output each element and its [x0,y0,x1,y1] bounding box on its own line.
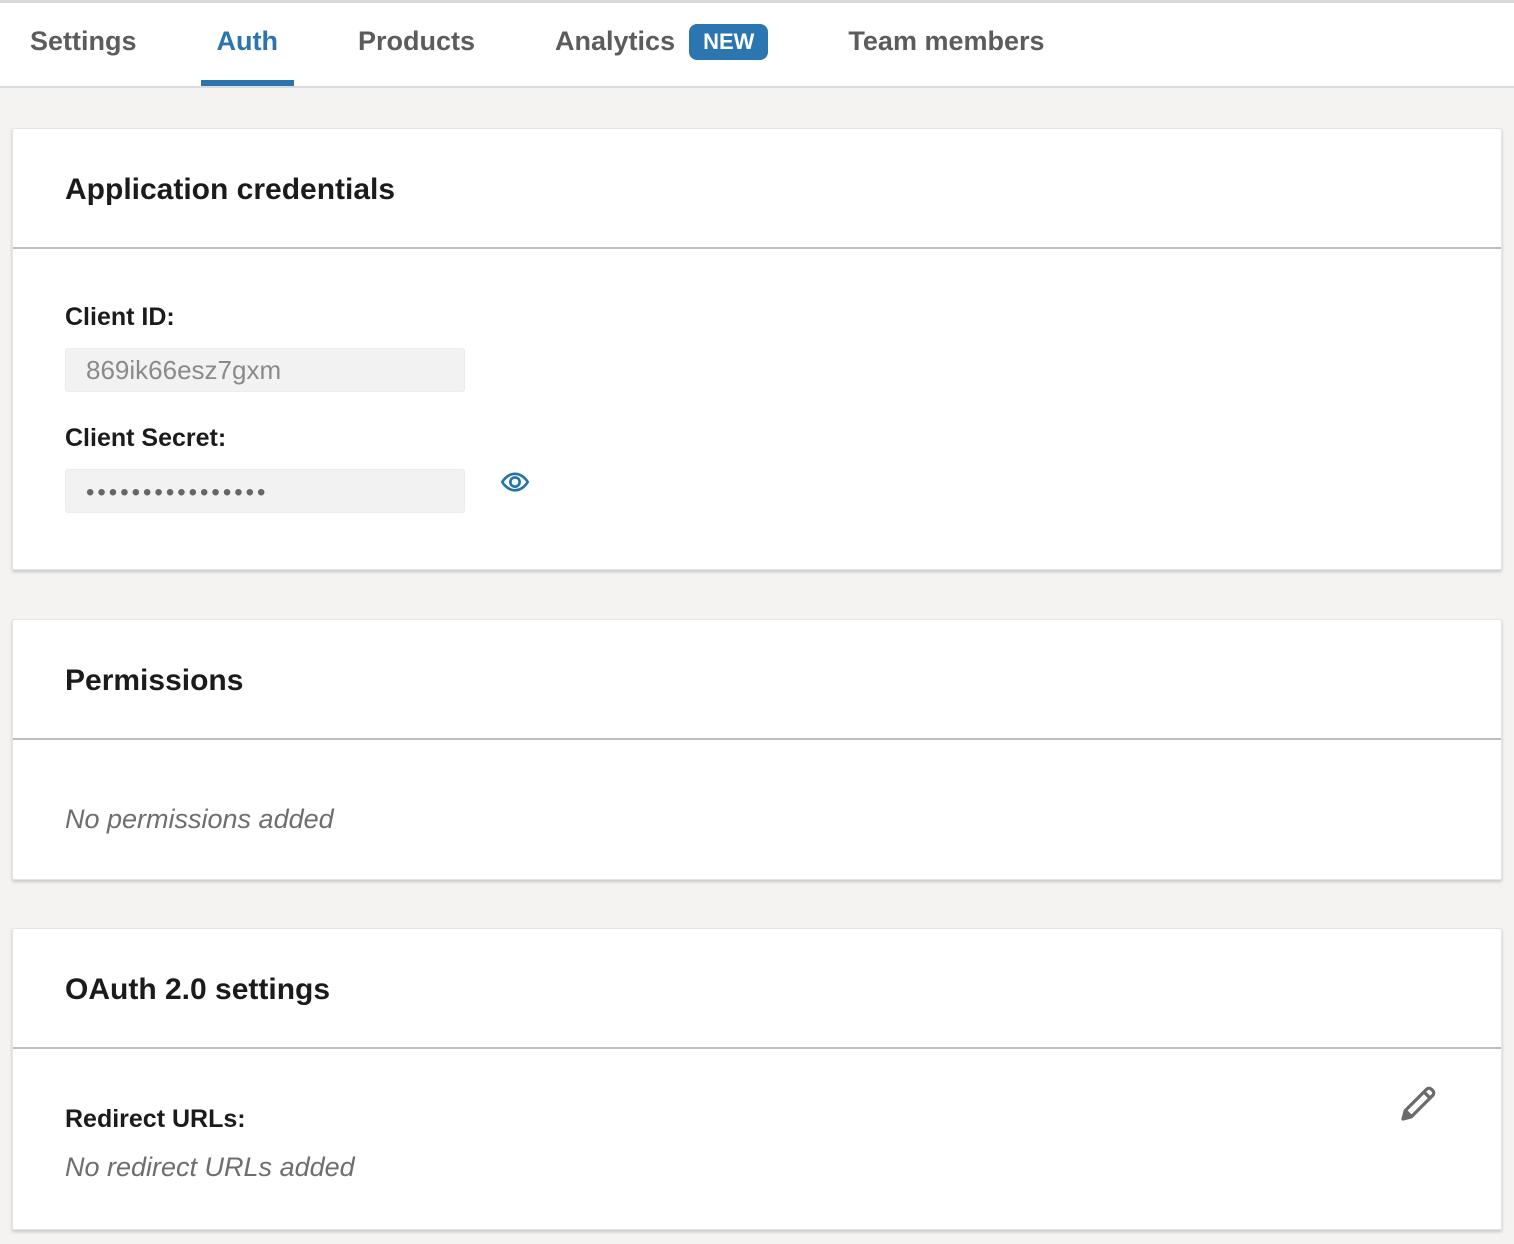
permissions-card: Permissions No permissions added [12,619,1502,880]
permissions-body: No permissions added [13,740,1501,879]
application-credentials-body: Client ID: 869ik66esz7gxm Client Secret:… [13,249,1501,569]
tab-team-members[interactable]: Team members [832,3,1060,86]
client-secret-masked-value: •••••••••••••••• [86,479,269,506]
tab-bar: Settings Auth Products Analytics NEW Tea… [0,0,1514,88]
tab-settings[interactable]: Settings [14,3,153,86]
tab-settings-label: Settings [30,26,137,56]
eye-icon [497,467,533,500]
oauth-settings-title: OAuth 2.0 settings [65,973,331,1006]
oauth-settings-body: Redirect URLs: No redirect URLs added [13,1049,1501,1229]
permissions-title: Permissions [65,664,244,697]
new-badge: NEW [689,23,769,60]
client-id-field[interactable]: 869ik66esz7gxm [65,348,465,392]
client-secret-field[interactable]: •••••••••••••••• [65,469,465,513]
client-id-value: 869ik66esz7gxm [86,354,282,385]
client-id-label: Client ID: [65,303,175,331]
client-secret-group: Client Secret: •••••••••••••••• [65,424,1449,513]
pencil-icon [1395,1081,1441,1130]
client-secret-label: Client Secret: [65,424,227,452]
application-credentials-title: Application credentials [65,173,396,206]
tab-products[interactable]: Products [342,3,491,86]
tab-analytics[interactable]: Analytics NEW [539,3,784,86]
tab-products-label: Products [358,26,476,56]
oauth-settings-header: OAuth 2.0 settings [13,929,1501,1049]
oauth-settings-card: OAuth 2.0 settings Redirect URLs: No red… [12,928,1502,1230]
tab-auth[interactable]: Auth [200,3,294,86]
application-credentials-header: Application credentials [13,129,1501,249]
edit-redirect-urls-button[interactable] [1395,1081,1441,1130]
application-credentials-card: Application credentials Client ID: 869ik… [12,128,1502,570]
redirect-urls-empty-text: No redirect URLs added [65,1152,355,1182]
tab-team-members-label: Team members [848,26,1045,56]
tab-auth-label: Auth [216,26,278,56]
reveal-secret-button[interactable] [497,467,533,500]
redirect-urls-label: Redirect URLs: [65,1105,246,1133]
permissions-empty-text: No permissions added [65,804,334,834]
client-id-group: Client ID: 869ik66esz7gxm [65,303,1449,392]
permissions-header: Permissions [13,620,1501,740]
tab-analytics-label: Analytics [555,26,676,56]
